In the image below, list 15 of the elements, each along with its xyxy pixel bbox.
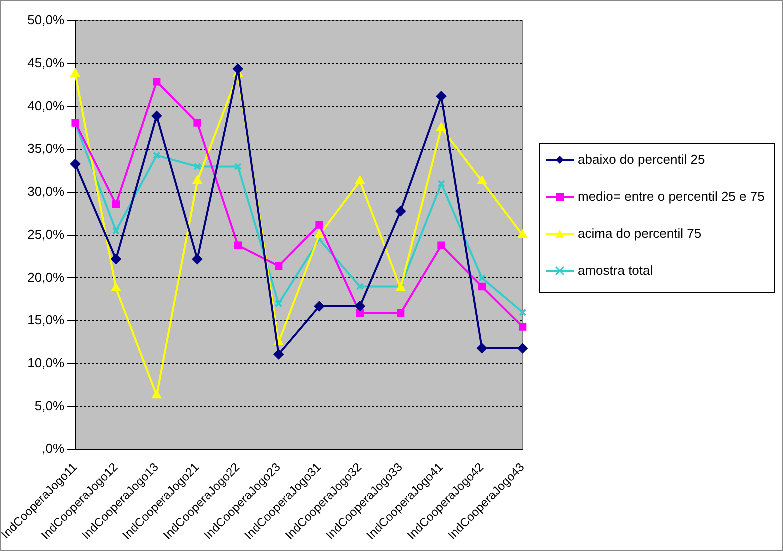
legend-label: medio= entre o percentil 25 e 75: [578, 189, 765, 204]
y-tick-label: ,0%: [42, 441, 65, 456]
y-tick-label: 40,0%: [28, 98, 65, 114]
y-tick-label: 5,0%: [34, 398, 65, 414]
y-tick-label: 35,0%: [28, 141, 65, 156]
legend-label: amostra total: [578, 263, 654, 278]
legend-label: acima do percentil 75: [578, 226, 702, 241]
y-tick-label: 10,0%: [28, 355, 65, 370]
y-tick-label: 50,0%: [28, 12, 65, 28]
y-tick-label: 45,0%: [28, 55, 65, 70]
legend-label: abaixo do percentil 25: [578, 152, 706, 167]
y-tick-label: 25,0%: [28, 226, 65, 242]
y-tick-label: 30,0%: [28, 184, 65, 200]
y-tick-label: 15,0%: [28, 312, 65, 328]
y-tick-label: 20,0%: [28, 270, 65, 285]
